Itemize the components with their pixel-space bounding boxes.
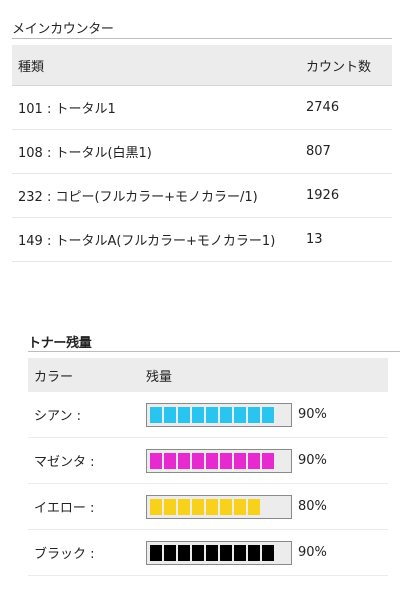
toner-level-segment — [178, 406, 190, 423]
toner-level-segment — [150, 498, 162, 515]
toner-level-segment — [220, 406, 232, 423]
counter-row-name: 108 : トータル(白黒1) — [18, 146, 152, 161]
counter-row-name: 232 : コピー(フルカラー+モノカラー/1) — [18, 190, 258, 205]
toner-row-yellow: イエロー : 80% — [28, 484, 388, 530]
toner-level-segment — [192, 498, 204, 515]
toner-row-black: ブラック : 90% — [28, 530, 388, 576]
toner-level-segment — [234, 544, 246, 561]
toner-color-label: マゼンタ : — [34, 455, 95, 470]
counter-row-count: 807 — [306, 144, 331, 159]
toner-level-bar — [146, 540, 292, 565]
toner-level-percent: 80% — [298, 499, 327, 514]
toner-table: カラー 残量 シアン : 90% マゼンタ : 90% イエロー : 80% ブ… — [28, 358, 388, 576]
toner-level-segment — [192, 544, 204, 561]
toner-level-segment — [206, 498, 218, 515]
toner-level-segment — [164, 498, 176, 515]
toner-level-segment — [248, 406, 260, 423]
toner-color-label: イエロー : — [34, 501, 95, 516]
toner-level-segment — [234, 498, 246, 515]
toner-level-segment — [178, 498, 190, 515]
counter-section-title: メインカウンター — [12, 22, 114, 37]
counter-header-count: カウント数 — [306, 59, 372, 75]
toner-level-segment — [164, 406, 176, 423]
toner-level-segment — [164, 544, 176, 561]
toner-level-segment — [262, 544, 274, 561]
toner-level-bar — [146, 448, 292, 473]
toner-color-label: ブラック : — [34, 547, 95, 562]
table-row: 232 : コピー(フルカラー+モノカラー/1) 1926 — [12, 174, 392, 218]
toner-header-color: カラー — [34, 369, 74, 385]
toner-color-label: シアン : — [34, 409, 81, 424]
counter-table-header: 種類 カウント数 — [12, 45, 392, 86]
counter-row-name: 149 : トータルA(フルカラー+モノカラー1) — [18, 234, 276, 249]
toner-section-title: トナー残量 — [28, 336, 92, 351]
toner-level-segment — [220, 544, 232, 561]
toner-level-segment — [262, 406, 274, 423]
counter-row-count: 2746 — [306, 100, 340, 115]
counter-table: 種類 カウント数 101 : トータル1 2746 108 : トータル(白黒1… — [12, 45, 392, 262]
counter-row-name: 101 : トータル1 — [18, 102, 116, 117]
toner-level-segment — [234, 406, 246, 423]
toner-level-segment — [248, 498, 260, 515]
toner-level-segment — [178, 452, 190, 469]
toner-level-bar — [146, 402, 292, 427]
toner-level-percent: 90% — [298, 453, 327, 468]
toner-level-segment — [150, 452, 162, 469]
toner-table-header: カラー 残量 — [28, 358, 388, 392]
toner-row-magenta: マゼンタ : 90% — [28, 438, 388, 484]
counter-row-count: 13 — [306, 232, 323, 247]
toner-level-percent: 90% — [298, 407, 327, 422]
toner-level-segment — [220, 498, 232, 515]
toner-level-segment — [150, 406, 162, 423]
toner-level-segment — [164, 452, 176, 469]
toner-level-segment — [150, 544, 162, 561]
toner-level-segment — [262, 452, 274, 469]
toner-level-segment — [178, 544, 190, 561]
counter-title-divider — [12, 38, 392, 39]
toner-row-cyan: シアン : 90% — [28, 392, 388, 438]
toner-level-segment — [192, 406, 204, 423]
toner-title-divider — [28, 351, 400, 352]
toner-level-segment — [206, 544, 218, 561]
counter-header-type: 種類 — [18, 59, 45, 75]
toner-level-segment — [206, 406, 218, 423]
toner-level-segment — [248, 452, 260, 469]
toner-level-segment — [234, 452, 246, 469]
table-row: 101 : トータル1 2746 — [12, 86, 392, 130]
toner-level-segment — [206, 452, 218, 469]
toner-level-segment — [220, 452, 232, 469]
toner-level-bar — [146, 494, 292, 519]
toner-header-level: 残量 — [146, 369, 173, 385]
toner-level-segment — [192, 452, 204, 469]
counter-row-count: 1926 — [306, 188, 340, 203]
table-row: 149 : トータルA(フルカラー+モノカラー1) 13 — [12, 218, 392, 262]
toner-level-segment — [248, 544, 260, 561]
toner-level-percent: 90% — [298, 545, 327, 560]
table-row: 108 : トータル(白黒1) 807 — [12, 130, 392, 174]
